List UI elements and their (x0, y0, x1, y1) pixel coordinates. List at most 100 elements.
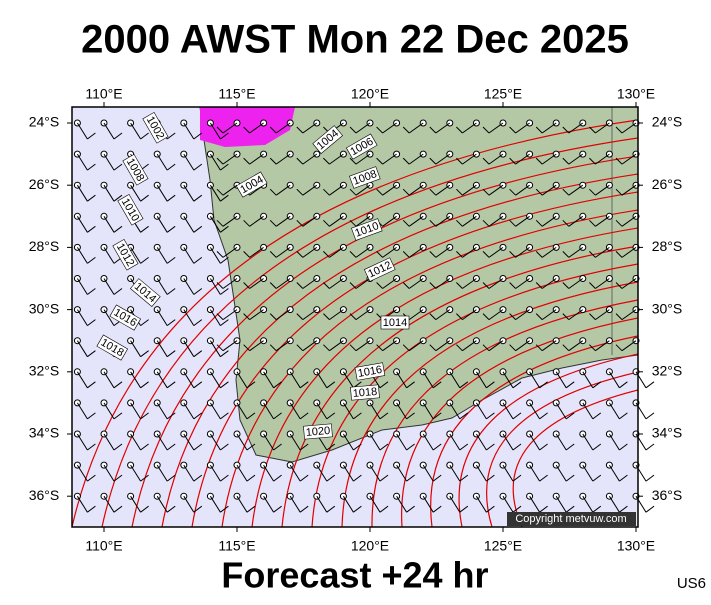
barb-flag (429, 188, 437, 196)
barb-flag (87, 350, 96, 358)
barb-staff (316, 464, 328, 482)
barb-flag (402, 157, 410, 165)
barb-flag (243, 282, 250, 289)
barb-flag (456, 188, 463, 196)
barb-staff (209, 371, 221, 389)
lat-label: 30°S (29, 300, 60, 316)
barb-flag (166, 225, 176, 233)
barb-staff (130, 184, 142, 202)
barb-staff (156, 184, 168, 202)
barb-staff (435, 153, 451, 165)
barb-staff (449, 433, 461, 451)
barb-flag (565, 474, 575, 482)
barb-flag (645, 443, 655, 451)
barb-flag (269, 313, 277, 320)
barb-flag (243, 219, 250, 227)
barb-flag (113, 288, 123, 295)
barb-staff (76, 464, 88, 482)
barb-flag (615, 344, 623, 352)
lon-label: 130°E (617, 86, 655, 102)
barb-flag (220, 132, 229, 140)
barb-flag (459, 505, 469, 513)
barb-staff (355, 215, 371, 227)
barb-flag (486, 412, 495, 420)
barb-staff (369, 402, 381, 420)
barb-flag (589, 188, 596, 196)
barb-staff (76, 184, 88, 202)
barb-flag (509, 126, 516, 134)
barb-flag (456, 251, 463, 258)
barb-flag (645, 412, 655, 420)
barb-flag (565, 381, 575, 389)
barb-flag (299, 412, 309, 420)
barb-staff (302, 309, 318, 321)
barb-staff (289, 371, 301, 389)
lat-label: 34°S (652, 425, 683, 441)
barb-staff (529, 495, 541, 513)
barb-staff (222, 122, 238, 134)
barb-staff (76, 309, 88, 326)
barb-staff (382, 340, 397, 352)
barb-staff (329, 153, 344, 165)
isobar-label: 1020 (303, 423, 333, 440)
barb-staff (355, 153, 371, 165)
barb-staff (156, 402, 168, 420)
barb-staff (289, 464, 301, 482)
barb-staff (408, 184, 424, 196)
lat-label: 32°S (652, 363, 683, 379)
barb-flag (326, 412, 336, 420)
barb-flag (429, 157, 437, 165)
barb-staff (209, 495, 221, 513)
barb-staff (209, 464, 221, 482)
barb-flag (535, 251, 543, 258)
isobar-label: 1016 (354, 362, 386, 381)
barb-staff (130, 340, 142, 357)
barb-staff (103, 371, 115, 389)
barb-staff (222, 215, 238, 227)
barb-staff (275, 246, 291, 258)
barb-staff (462, 246, 477, 258)
barb-staff (488, 153, 504, 165)
barb-staff (302, 340, 318, 352)
barb-staff (475, 464, 487, 482)
barb-flag (246, 381, 256, 389)
copyright-box (507, 512, 636, 526)
barb-flag (592, 443, 602, 451)
barb-flag (615, 157, 623, 165)
barb-staff (369, 495, 381, 513)
barb-staff (76, 247, 88, 264)
barb-staff (209, 122, 221, 140)
barb-staff (275, 340, 291, 352)
barb-staff (302, 153, 318, 165)
barb-staff (183, 184, 195, 202)
barb-flag (296, 313, 304, 320)
barb-flag (269, 219, 277, 227)
barb-staff (130, 247, 142, 264)
barb-flag (87, 132, 96, 140)
barb-flag (87, 163, 96, 171)
barb-flag (432, 505, 442, 513)
barb-flag (535, 157, 543, 165)
barb-staff (408, 215, 424, 227)
barb-staff (488, 184, 504, 196)
barb-staff (555, 433, 567, 451)
barb-flag (323, 188, 330, 196)
barb-staff (355, 246, 371, 258)
lat-label: 28°S (652, 238, 683, 254)
barb-flag (459, 443, 469, 451)
barb-staff (209, 278, 221, 295)
barb-staff (382, 184, 397, 196)
barb-staff (236, 464, 248, 482)
barb-staff (222, 309, 238, 321)
barb-staff (502, 402, 514, 420)
isobar (430, 335, 639, 528)
barb-staff (355, 122, 371, 134)
label-box (112, 238, 139, 271)
barb-staff (595, 278, 610, 289)
barb-flag (323, 344, 330, 352)
isobar-label: 1018 (350, 384, 380, 401)
barb-staff (408, 309, 424, 321)
barb-staff (342, 433, 354, 451)
barb-flag (429, 313, 437, 320)
barb-flag (220, 194, 229, 202)
